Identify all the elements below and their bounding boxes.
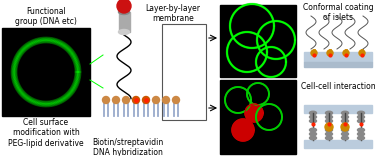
- Ellipse shape: [341, 115, 349, 119]
- Ellipse shape: [118, 29, 130, 34]
- Bar: [162, 24, 206, 120]
- Bar: [304, 62, 372, 67]
- Text: Functional
group (DNA etc): Functional group (DNA etc): [15, 7, 77, 26]
- Text: Conformal coating
of islets: Conformal coating of islets: [303, 3, 373, 22]
- Circle shape: [325, 123, 333, 131]
- Bar: [2, 28, 90, 116]
- Text: Biotin/streptavidin
DNA hybridization: Biotin/streptavidin DNA hybridization: [92, 138, 164, 156]
- Circle shape: [343, 50, 349, 56]
- Text: Cell-cell interaction: Cell-cell interaction: [301, 82, 375, 91]
- Ellipse shape: [310, 111, 316, 115]
- Ellipse shape: [325, 115, 333, 119]
- Ellipse shape: [325, 111, 333, 115]
- Ellipse shape: [310, 115, 316, 119]
- Circle shape: [143, 97, 150, 103]
- Bar: [304, 52, 372, 62]
- Circle shape: [232, 119, 254, 141]
- Ellipse shape: [358, 111, 364, 115]
- Ellipse shape: [341, 111, 349, 115]
- Ellipse shape: [310, 128, 316, 132]
- Circle shape: [341, 123, 349, 131]
- Bar: [118, 12, 130, 32]
- Circle shape: [172, 97, 180, 103]
- Text: Cell surface
modification with
PEG-lipid derivative: Cell surface modification with PEG-lipid…: [8, 118, 84, 148]
- Ellipse shape: [325, 128, 333, 132]
- Ellipse shape: [310, 119, 316, 123]
- Ellipse shape: [118, 10, 130, 15]
- Ellipse shape: [341, 119, 349, 123]
- Bar: [220, 80, 296, 154]
- Bar: [304, 140, 372, 148]
- Circle shape: [163, 97, 169, 103]
- Ellipse shape: [341, 128, 349, 132]
- Ellipse shape: [341, 132, 349, 136]
- Text: Layer-by-layer
membrane: Layer-by-layer membrane: [146, 4, 200, 23]
- Ellipse shape: [358, 115, 364, 119]
- Ellipse shape: [310, 132, 316, 136]
- Circle shape: [102, 97, 110, 103]
- Bar: [304, 105, 372, 113]
- Ellipse shape: [341, 136, 349, 140]
- Circle shape: [122, 97, 130, 103]
- Circle shape: [311, 50, 317, 56]
- Ellipse shape: [325, 136, 333, 140]
- Circle shape: [245, 104, 263, 122]
- Ellipse shape: [325, 119, 333, 123]
- Ellipse shape: [358, 136, 364, 140]
- Ellipse shape: [310, 136, 316, 140]
- Circle shape: [327, 50, 333, 56]
- Circle shape: [359, 50, 365, 56]
- Ellipse shape: [358, 128, 364, 132]
- Circle shape: [152, 97, 160, 103]
- Circle shape: [113, 97, 119, 103]
- Ellipse shape: [358, 132, 364, 136]
- Ellipse shape: [358, 119, 364, 123]
- Bar: [220, 5, 296, 77]
- Circle shape: [133, 97, 139, 103]
- Ellipse shape: [325, 132, 333, 136]
- Circle shape: [117, 0, 131, 13]
